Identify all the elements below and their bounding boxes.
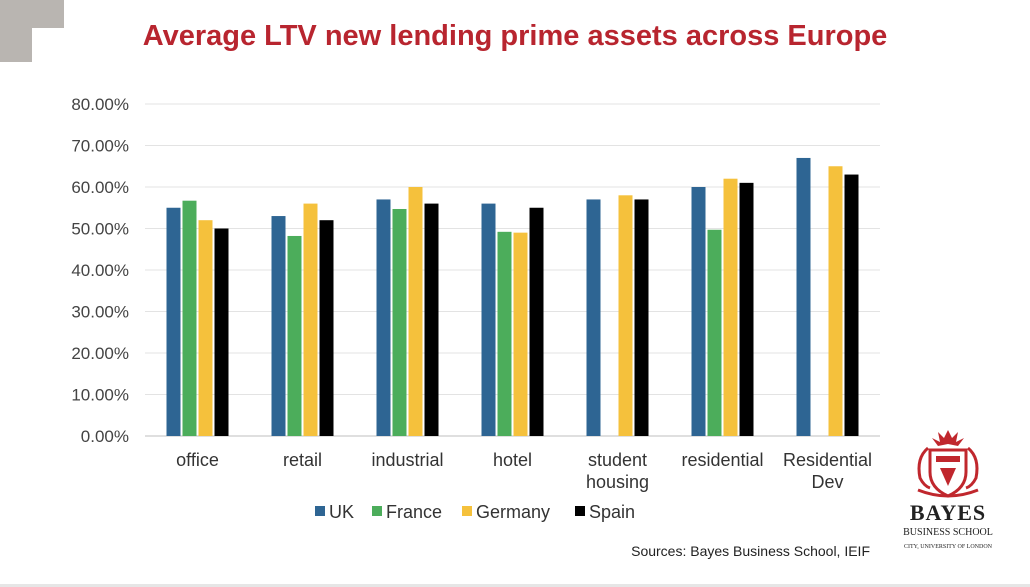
y-tick-label: 60.00% [71, 178, 129, 197]
bars [166, 157, 859, 437]
bar-spain [634, 199, 649, 436]
bar-spain [424, 203, 439, 436]
y-tick-label: 40.00% [71, 261, 129, 280]
x-category-label: housing [586, 472, 649, 492]
x-category-label: hotel [493, 450, 532, 470]
logo-name: BAYES [909, 500, 987, 525]
bar-uk [586, 199, 601, 436]
bar-uk [376, 199, 391, 436]
legend-swatch-france [372, 506, 382, 516]
x-category-label: retail [283, 450, 322, 470]
bar-germany [303, 203, 318, 436]
bar-germany [408, 187, 423, 436]
y-tick-label: 30.00% [71, 303, 129, 322]
bottom-divider [0, 584, 1030, 587]
x-axis-categories: office retail industrial hotel studenthousin… [176, 450, 872, 492]
bar-germany [618, 195, 633, 436]
corner-decoration [0, 0, 64, 62]
bar-uk [166, 207, 181, 436]
legend-swatch-spain [575, 506, 585, 516]
bar-germany [828, 166, 843, 436]
bar-spain [739, 182, 754, 436]
legend-swatch-uk [315, 506, 325, 516]
legend-label: UK [329, 502, 354, 522]
grid-lines [145, 103, 880, 437]
bar-france [707, 229, 722, 436]
sources-note: Sources: Bayes Business School, IEIF [631, 543, 870, 559]
x-category-label: Residential [783, 450, 872, 470]
x-category-label: student [588, 450, 647, 470]
bar-uk [271, 216, 286, 436]
x-category-label: Dev [811, 472, 843, 492]
bar-spain [529, 207, 544, 436]
bar-uk [796, 157, 811, 436]
x-category-label: residential [681, 450, 763, 470]
bar-uk [691, 187, 706, 436]
bar-france [392, 208, 407, 436]
bar-germany [513, 232, 528, 436]
x-category-label: industrial [371, 450, 443, 470]
y-tick-label: 70.00% [71, 137, 129, 156]
logo-subtitle2: CITY, UNIVERSITY OF LONDON [904, 544, 992, 550]
y-tick-label: 10.00% [71, 386, 129, 405]
y-tick-label: 50.00% [71, 220, 129, 239]
legend-label: Spain [589, 502, 635, 522]
legend: UK France Germany Spain [315, 502, 635, 522]
y-tick-label: 20.00% [71, 344, 129, 363]
legend-swatch-germany [462, 506, 472, 516]
bar-germany [198, 220, 213, 436]
y-axis-ticks: 0.00% 10.00% 20.00% 30.00% 40.00% 50.00% 60.00… [71, 95, 129, 446]
bayes-logo: BAYES BUSINESS SCHOOL CITY, UNIVERSITY O… [900, 428, 996, 556]
bar-spain [214, 228, 229, 436]
chart-title: Average LTV new lending prime assets acr… [142, 20, 888, 52]
bar-spain [319, 220, 334, 436]
bar-france [182, 200, 197, 436]
bar-spain [844, 174, 859, 437]
crest-icon [917, 430, 979, 498]
y-tick-label: 0.00% [81, 427, 129, 446]
bar-france [497, 231, 512, 436]
logo-subtitle: BUSINESS SCHOOL [903, 527, 993, 538]
legend-label: France [386, 502, 442, 522]
y-tick-label: 80.00% [71, 95, 129, 114]
bar-germany [723, 178, 738, 436]
legend-label: Germany [476, 502, 550, 522]
x-category-label: office [176, 450, 219, 470]
bar-uk [481, 203, 496, 436]
bar-france [287, 235, 302, 436]
